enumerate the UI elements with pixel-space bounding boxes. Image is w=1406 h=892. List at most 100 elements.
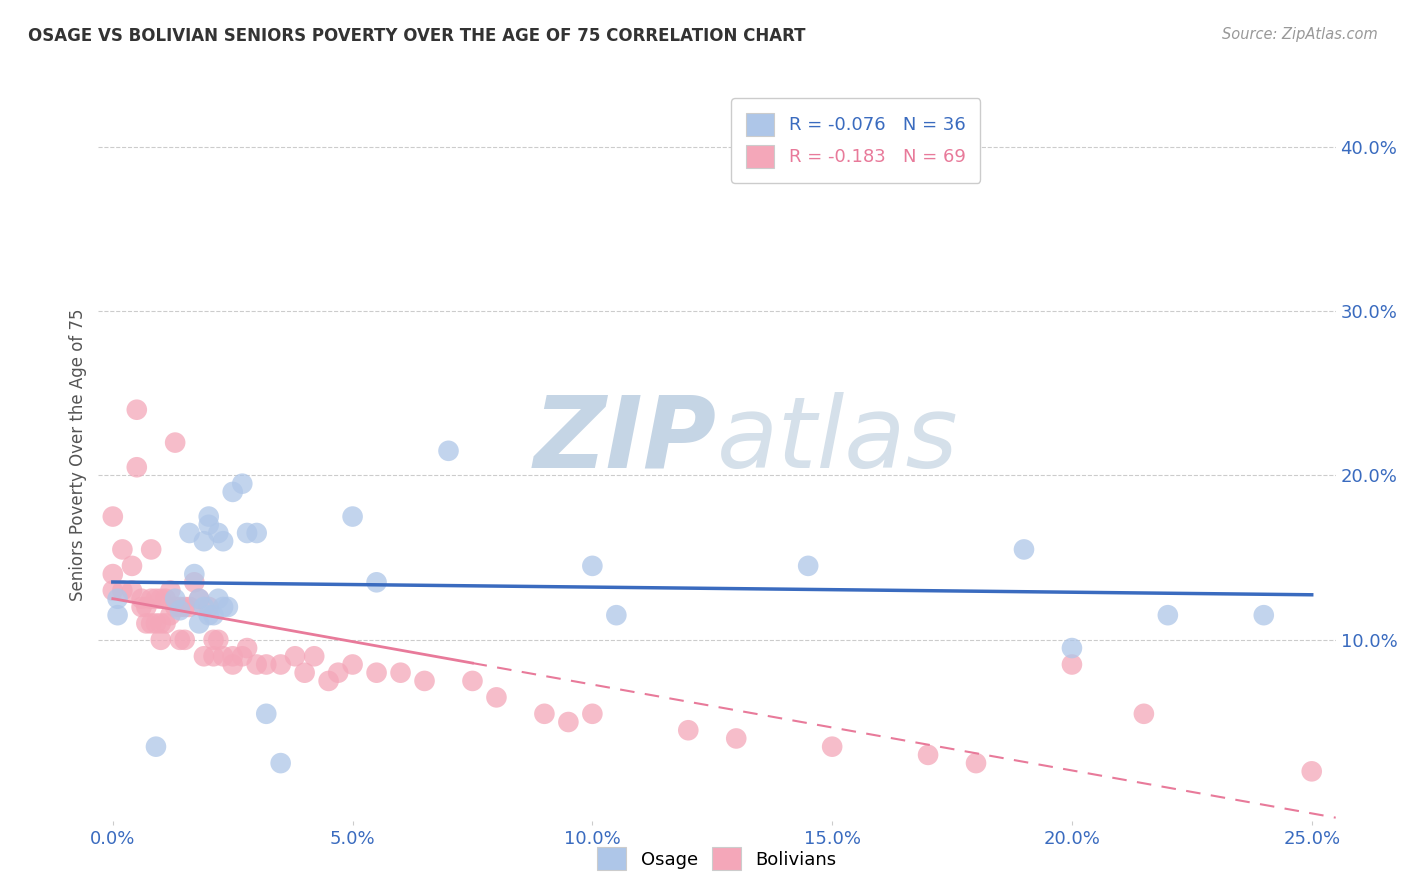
Point (231, 476, 253, 491)
Point (173, 599, 195, 614)
Point (197, 509, 219, 524)
Point (207, 526, 229, 541)
Point (188, 591, 211, 606)
Point (294, 665, 316, 680)
Point (1157, 608, 1180, 623)
Point (121, 558, 143, 573)
Point (246, 526, 269, 541)
Point (557, 714, 579, 729)
Point (135, 599, 157, 614)
Point (342, 657, 364, 672)
Point (231, 649, 253, 664)
Point (217, 599, 239, 614)
Legend: Osage, Bolivians: Osage, Bolivians (591, 839, 844, 878)
Point (197, 517, 219, 532)
Point (725, 731, 748, 746)
Point (155, 616, 177, 631)
Point (581, 558, 603, 573)
Point (207, 632, 229, 647)
Point (111, 583, 134, 598)
Point (125, 460, 148, 475)
Point (342, 509, 364, 524)
Point (111, 542, 134, 557)
Point (179, 526, 201, 541)
Point (188, 616, 211, 631)
Point (165, 599, 187, 614)
Point (1133, 706, 1156, 721)
Point (366, 665, 388, 680)
Point (107, 591, 129, 606)
Point (183, 567, 205, 582)
Point (270, 756, 292, 771)
Text: Source: ZipAtlas.com: Source: ZipAtlas.com (1222, 27, 1378, 42)
Point (188, 591, 211, 606)
Point (101, 583, 124, 598)
Point (1301, 764, 1323, 779)
Point (149, 616, 172, 631)
Point (131, 599, 153, 614)
Point (254, 706, 277, 721)
Point (149, 632, 172, 647)
Point (797, 558, 820, 573)
Point (222, 657, 245, 672)
Point (125, 402, 148, 417)
Point (121, 583, 143, 598)
Point (202, 632, 225, 647)
Point (141, 542, 163, 557)
Point (179, 599, 201, 614)
Point (145, 739, 167, 754)
Point (145, 591, 167, 606)
Point (1012, 542, 1035, 557)
Y-axis label: Seniors Poverty Over the Age of 75: Seniors Poverty Over the Age of 75 (69, 309, 87, 601)
Point (236, 526, 259, 541)
Point (270, 657, 292, 672)
Point (169, 599, 191, 614)
Point (131, 591, 153, 606)
Point (145, 616, 167, 631)
Point (207, 591, 229, 606)
Point (202, 649, 225, 664)
Point (193, 534, 215, 549)
Text: OSAGE VS BOLIVIAN SENIORS POVERTY OVER THE AGE OF 75 CORRELATION CHART: OSAGE VS BOLIVIAN SENIORS POVERTY OVER T… (28, 27, 806, 45)
Point (461, 673, 484, 688)
Point (197, 608, 219, 623)
Point (165, 435, 187, 450)
Point (302, 649, 325, 664)
Point (101, 509, 124, 524)
Point (917, 747, 939, 762)
Text: ZIP: ZIP (534, 392, 717, 489)
Point (159, 608, 181, 623)
Point (173, 632, 195, 647)
Point (165, 591, 187, 606)
Point (202, 608, 225, 623)
Point (1060, 657, 1083, 672)
Point (1060, 641, 1083, 656)
Point (159, 583, 181, 598)
Point (246, 657, 269, 672)
Point (193, 649, 215, 664)
Point (437, 443, 460, 458)
Point (605, 608, 627, 623)
Point (236, 641, 259, 656)
Point (141, 616, 163, 631)
Point (389, 665, 412, 680)
Point (169, 632, 191, 647)
Point (284, 649, 307, 664)
Point (135, 616, 157, 631)
Point (183, 575, 205, 590)
Point (212, 599, 235, 614)
Point (533, 706, 555, 721)
Point (678, 723, 700, 738)
Point (318, 673, 340, 688)
Point (212, 534, 235, 549)
Point (821, 739, 844, 754)
Point (141, 591, 163, 606)
Point (413, 673, 436, 688)
Point (197, 599, 219, 614)
Point (366, 575, 388, 590)
Point (155, 591, 177, 606)
Point (965, 756, 987, 771)
Point (254, 657, 277, 672)
Point (101, 567, 124, 582)
Point (149, 591, 172, 606)
